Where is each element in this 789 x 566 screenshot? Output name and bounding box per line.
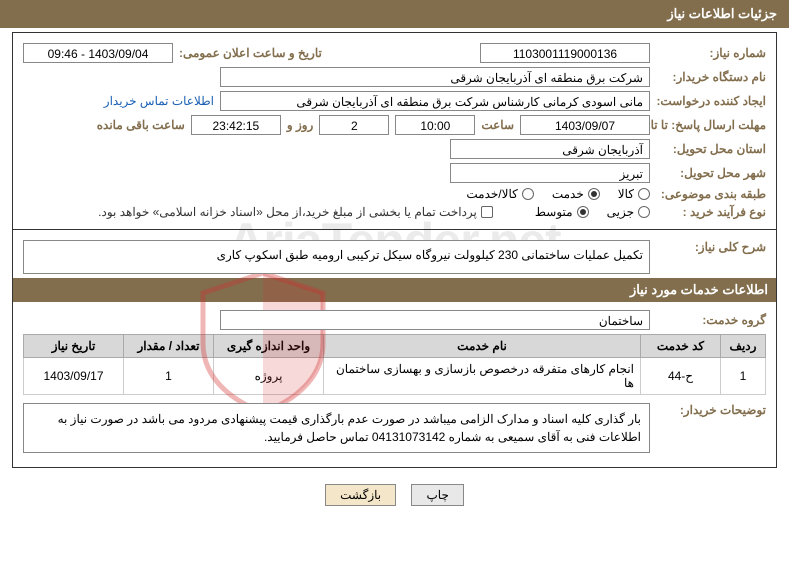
need-no-value: 1103001119000136 xyxy=(480,43,650,63)
footer-buttons: چاپ بازگشت xyxy=(0,476,789,514)
province-value: آذربایجان شرقی xyxy=(450,139,650,159)
buyer-notes-label: توضیحات خریدار: xyxy=(656,403,766,417)
contact-link[interactable]: اطلاعات تماس خریدار xyxy=(104,94,214,108)
deadline-time-label: ساعت xyxy=(481,118,514,132)
purchase-type-group: جزیی متوسط xyxy=(535,205,650,219)
buyer-notes-value: بار گذاری کلیه اسناد و مدارک الزامی میبا… xyxy=(23,403,650,453)
category-radio-group: کالا خدمت کالا/خدمت xyxy=(466,187,650,201)
public-date-value: 1403/09/04 - 09:46 xyxy=(23,43,173,63)
cell-name: انجام کارهای متفرقه درخصوص بازسازی و بهس… xyxy=(324,358,641,395)
col-code: کد خدمت xyxy=(641,335,721,358)
table-header-row: ردیف کد خدمت نام خدمت واحد اندازه گیری ت… xyxy=(24,335,766,358)
public-date-label: تاریخ و ساعت اعلان عمومی: xyxy=(179,46,322,60)
city-label: شهر محل تحویل: xyxy=(656,166,766,180)
deadline-remain: 23:42:15 xyxy=(191,115,281,135)
buyer-org-value: شرکت برق منطقه ای آذربایجان شرقی xyxy=(220,67,650,87)
city-value: تبریز xyxy=(450,163,650,183)
deadline-date: 1403/09/07 xyxy=(520,115,650,135)
table-row: 1 ح-44 انجام کارهای متفرقه درخصوص بازساز… xyxy=(24,358,766,395)
col-name: نام خدمت xyxy=(324,335,641,358)
col-idx: ردیف xyxy=(721,335,766,358)
deadline-days-label: روز و xyxy=(287,118,314,132)
province-label: استان محل تحویل: xyxy=(656,142,766,156)
radio-goods-service[interactable]: کالا/خدمت xyxy=(466,187,533,201)
deadline-label: مهلت ارسال پاسخ: تا تاریخ: xyxy=(656,118,766,132)
cell-date: 1403/09/17 xyxy=(24,358,124,395)
print-button[interactable]: چاپ xyxy=(411,484,463,506)
radio-service[interactable]: خدمت xyxy=(552,187,600,201)
need-no-label: شماره نیاز: xyxy=(656,46,766,60)
treasury-checkbox[interactable]: پرداخت تمام یا بخشی از مبلغ خرید،از محل … xyxy=(98,205,493,219)
main-panel: AriaTender.net شماره نیاز: 1103001119000… xyxy=(12,32,777,468)
back-button[interactable]: بازگشت xyxy=(325,484,396,506)
service-group-value: ساختمان xyxy=(220,310,650,330)
col-date: تاریخ نیاز xyxy=(24,335,124,358)
radio-medium[interactable]: متوسط xyxy=(535,205,589,219)
col-unit: واحد اندازه گیری xyxy=(214,335,324,358)
services-table: ردیف کد خدمت نام خدمت واحد اندازه گیری ت… xyxy=(23,334,766,395)
cell-qty: 1 xyxy=(124,358,214,395)
buyer-org-label: نام دستگاه خریدار: xyxy=(656,70,766,84)
service-group-label: گروه خدمت: xyxy=(656,313,766,327)
radio-partial[interactable]: جزیی xyxy=(607,205,650,219)
deadline-time: 10:00 xyxy=(395,115,475,135)
need-desc-value: تکمیل عملیات ساختمانی 230 کیلوولت نیروگا… xyxy=(23,240,650,274)
purchase-type-label: نوع فرآیند خرید : xyxy=(656,205,766,219)
requester-value: مانی اسودی کرمانی کارشناس شرکت برق منطقه… xyxy=(220,91,650,111)
page-header: جزئیات اطلاعات نیاز xyxy=(0,0,789,28)
cell-idx: 1 xyxy=(721,358,766,395)
need-desc-label: شرح کلی نیاز: xyxy=(656,240,766,254)
radio-goods[interactable]: کالا xyxy=(618,187,650,201)
cell-unit: پروژه xyxy=(214,358,324,395)
col-qty: تعداد / مقدار xyxy=(124,335,214,358)
category-label: طبقه بندی موضوعی: xyxy=(656,187,766,201)
cell-code: ح-44 xyxy=(641,358,721,395)
treasury-note: پرداخت تمام یا بخشی از مبلغ خرید،از محل … xyxy=(98,205,477,219)
services-header: اطلاعات خدمات مورد نیاز xyxy=(13,278,776,302)
deadline-remain-label: ساعت باقی مانده xyxy=(97,118,185,132)
requester-label: ایجاد کننده درخواست: xyxy=(656,94,766,108)
deadline-days: 2 xyxy=(319,115,389,135)
page-title: جزئیات اطلاعات نیاز xyxy=(667,6,777,21)
